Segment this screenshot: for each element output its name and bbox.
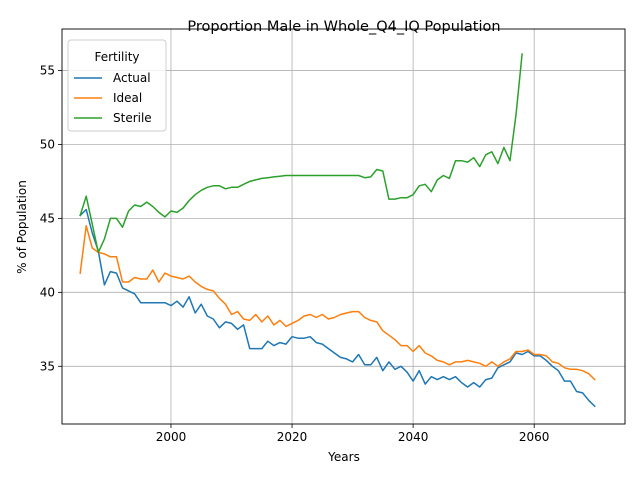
x-tick-label: 2040 [398, 430, 429, 444]
series-line-actual [79, 208, 596, 408]
y-tick-label: 55 [40, 63, 55, 77]
x-axis-label: Years [327, 450, 360, 464]
legend: Fertility Actual Ideal Sterile [67, 39, 167, 132]
legend-label-ideal: Ideal [113, 91, 142, 105]
series-line-ideal [79, 225, 596, 381]
x-tick-label: 2020 [277, 430, 308, 444]
plot-frame [61, 28, 626, 425]
y-tick-label: 40 [40, 285, 55, 299]
x-tick-label: 2000 [156, 430, 187, 444]
chart-title: Proportion Male in Whole_Q4_IQ Populatio… [187, 19, 500, 35]
y-tick-label: 35 [40, 359, 55, 373]
y-axis-ticks: 35 40 45 50 55 [40, 63, 62, 373]
y-tick-label: 50 [40, 137, 55, 151]
legend-label-sterile: Sterile [113, 111, 152, 125]
legend-box [67, 39, 167, 132]
y-tick-label: 45 [40, 211, 55, 225]
series-line-sterile [79, 53, 523, 254]
legend-items: Actual Ideal Sterile [74, 71, 152, 125]
x-tick-label: 2060 [519, 430, 550, 444]
legend-label-actual: Actual [113, 71, 151, 85]
y-axis-label: % of Population [15, 180, 29, 274]
series-layer [79, 53, 596, 408]
x-axis-ticks: 2000 2020 2040 2060 [156, 424, 550, 444]
legend-title: Fertility [94, 50, 139, 64]
